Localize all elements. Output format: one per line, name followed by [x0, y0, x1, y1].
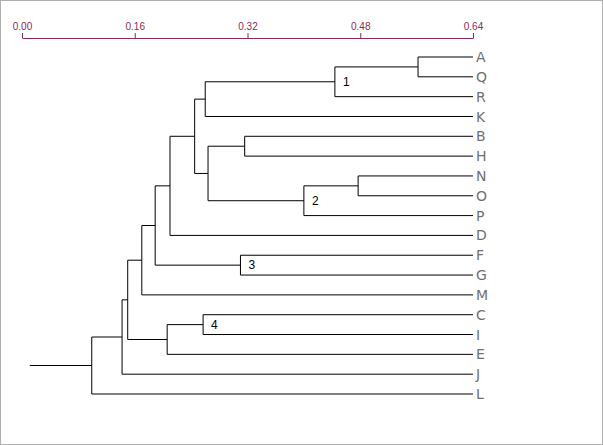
branch [335, 96, 473, 97]
branch [208, 200, 304, 201]
branch [208, 146, 245, 147]
leaf-label: L [476, 386, 484, 402]
axis-line [23, 38, 474, 39]
merge-line [194, 99, 195, 173]
frame [1, 1, 603, 445]
leaf-label: K [476, 109, 486, 125]
branch [170, 235, 473, 236]
leaf-label: M [476, 287, 488, 303]
branch [122, 299, 128, 300]
merge-line [155, 186, 156, 265]
branch [195, 173, 208, 174]
leaf-label: A [476, 49, 486, 65]
merge-line [169, 136, 170, 235]
leaf-label: O [476, 188, 487, 204]
branch [245, 136, 473, 137]
branch [122, 374, 473, 375]
tick-mark [248, 33, 249, 38]
branch [240, 275, 473, 276]
branch [203, 314, 473, 315]
branch [170, 136, 195, 137]
branch [335, 66, 418, 67]
tick: 0.48 [351, 21, 371, 38]
branch [245, 156, 473, 157]
leaf-label: H [476, 148, 487, 164]
branch [155, 265, 240, 266]
branch [418, 57, 473, 58]
branch [358, 175, 473, 176]
leaf-label: Q [476, 69, 487, 85]
chart: 0.00 0.16 0.32 0.48 0.64 AQR 1 KBHNOP 2 DFG 3 MCI 4 E… [0, 0, 603, 445]
leaf-label: R [476, 89, 486, 105]
tick: 0.32 [238, 21, 258, 38]
branch [92, 337, 122, 338]
cluster-label: 2 [312, 194, 319, 208]
cluster-label: 3 [248, 258, 255, 272]
labels: AQR 1 KBHNOP 2 DFG 3 MCI 4 EJL [211, 49, 488, 402]
merge-line [244, 136, 245, 156]
leaf-label: E [476, 346, 485, 362]
branch [167, 324, 203, 325]
merge-line [208, 146, 209, 201]
merge-line [122, 300, 123, 374]
branch [142, 294, 473, 295]
tick-label: 0.32 [238, 21, 258, 32]
tick-label: 0.16 [126, 21, 146, 32]
leaf-label: F [476, 247, 484, 263]
branch [418, 76, 473, 77]
merge-line [203, 315, 204, 335]
branch [304, 185, 358, 186]
leaf-label: J [475, 366, 480, 382]
branch [304, 215, 473, 216]
tick: 0.64 [464, 21, 484, 38]
branch [155, 185, 170, 186]
branch [128, 339, 167, 340]
root-stub [30, 365, 92, 366]
merge-line [334, 67, 335, 97]
branch [205, 81, 335, 82]
branch [240, 255, 473, 256]
merge-line [240, 255, 241, 275]
leaf-label: I [476, 327, 480, 343]
leaf-label: C [476, 307, 486, 323]
merge-line [127, 260, 128, 339]
merge-line [141, 226, 142, 295]
tick-label: 0.00 [13, 21, 33, 32]
merge-line [418, 57, 419, 77]
tick: 0.16 [126, 21, 146, 38]
branch [203, 334, 473, 335]
leaf-label: D [476, 227, 487, 243]
branch [205, 116, 473, 117]
branch [128, 260, 142, 261]
tree [30, 57, 473, 394]
merge-line [358, 176, 359, 196]
branch [142, 225, 155, 226]
leaf-label: N [476, 168, 486, 184]
branch [195, 99, 206, 100]
tick-mark [473, 33, 474, 38]
tick-mark [22, 33, 23, 38]
merge-line [205, 82, 206, 117]
cluster-label: 1 [343, 75, 350, 89]
tick: 0.00 [13, 21, 33, 38]
x-axis: 0.00 0.16 0.32 0.48 0.64 [13, 21, 484, 39]
branch [167, 354, 473, 355]
merge-line [303, 186, 304, 216]
branch [92, 394, 473, 395]
tick-label: 0.48 [351, 21, 371, 32]
merge-line [167, 325, 168, 355]
leaf-label: G [476, 267, 487, 283]
branch [358, 195, 473, 196]
tick-mark [135, 33, 136, 38]
leaf-label: B [476, 128, 486, 144]
tick-label: 0.64 [464, 21, 484, 32]
tick-mark [360, 33, 361, 38]
leaf-label: P [476, 208, 484, 224]
cluster-label: 4 [211, 318, 218, 332]
